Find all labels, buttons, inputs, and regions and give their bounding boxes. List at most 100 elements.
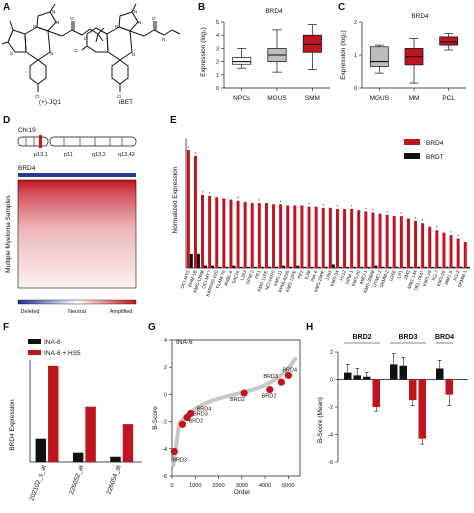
bar-brd4	[307, 206, 311, 268]
x-tick-label: MGUS	[370, 95, 390, 102]
bar-ina6	[35, 438, 47, 462]
y-tick-label: 0	[216, 86, 219, 92]
x-tick-label: 226052_at	[68, 464, 85, 495]
bar-brd4	[357, 210, 361, 268]
bar-brdt	[253, 266, 257, 268]
gene-track	[18, 173, 136, 177]
x-tick-label: JJN3	[324, 269, 332, 281]
group-label: BRD3	[398, 334, 417, 341]
bar-brdt	[409, 266, 413, 268]
bar-brd4	[442, 232, 446, 268]
svg-text:N: N	[56, 20, 59, 25]
bar-brdt	[260, 266, 264, 268]
panel-g-title: INA-6	[176, 339, 193, 346]
panel-f-barchart: 202102_s_at 226052_at 226054_at	[28, 360, 142, 502]
bar-brdt	[289, 266, 293, 268]
significance-star: *	[209, 191, 211, 196]
bar-brdt	[317, 266, 321, 268]
x-tick-label: MM1-S	[444, 270, 454, 286]
bar-brdt	[346, 266, 350, 268]
bar-brd4	[229, 199, 233, 268]
bar-brdt	[431, 266, 435, 268]
copy-number-legend-bar	[17, 299, 137, 305]
svg-text:N: N	[138, 20, 141, 25]
bar-brdt	[239, 266, 243, 268]
hit-label: BRD3	[263, 374, 278, 380]
x-tick-label: SKMM-1	[457, 269, 468, 288]
svg-text:N: N	[132, 52, 135, 57]
x-tick-label: SKMM-2	[379, 269, 390, 288]
x-tick-label: 4000	[259, 483, 271, 489]
svg-text:N: N	[52, 9, 55, 14]
legend-text-ina6: INA-6	[44, 339, 61, 346]
y-tick-label: 2	[330, 350, 333, 356]
chromosome-ideogram	[17, 135, 137, 148]
bar-brd4	[399, 216, 403, 268]
bar-ina6-hs5	[85, 406, 96, 462]
bar-brd4	[257, 203, 261, 268]
jq1-structure	[1, 3, 105, 92]
bar	[445, 379, 453, 395]
bar-brdt	[189, 253, 193, 268]
x-tick-label: XG-2	[452, 269, 461, 281]
bar-brdt	[196, 253, 200, 268]
panel-e-legend: BRD4 BRDT	[404, 139, 444, 161]
significance-star: *	[351, 204, 353, 209]
svg-text:Cl: Cl	[117, 94, 121, 99]
x-tick-label: SMM	[305, 95, 320, 102]
x-tick-label: AMO-1	[359, 269, 369, 285]
bar-brd4	[449, 234, 453, 268]
svg-text:N: N	[33, 24, 36, 29]
bar-brdt	[452, 266, 456, 268]
box	[302, 34, 322, 53]
bar	[418, 379, 426, 439]
y-tick-label: -4	[328, 433, 333, 439]
panel-c-title: BRD4	[411, 13, 429, 20]
panel-b-ylabel: Expression (log₂)	[200, 27, 207, 77]
bar-brdt	[374, 265, 378, 268]
bar-brdt	[353, 266, 357, 268]
bar	[353, 375, 361, 380]
bar	[363, 376, 371, 380]
hit-label: BRD2	[188, 418, 203, 424]
bar-brdt	[438, 266, 442, 268]
x-tick-label: 2000	[212, 483, 224, 489]
legend-text-brd4: BRD4	[426, 140, 444, 147]
hit-point	[240, 389, 248, 397]
x-tick-label: OCI-MY5	[180, 269, 191, 289]
panel-c-ylabel: Expression (log₂)	[340, 30, 347, 80]
significance-star: *	[450, 230, 452, 235]
x-tick-label: KMS-11	[273, 269, 283, 286]
significance-star: *	[372, 208, 374, 213]
legend-neutral: Neutral	[68, 309, 86, 315]
y-tick-label: 0	[354, 86, 357, 92]
bar-brdt	[232, 265, 236, 268]
bar-brd4	[378, 213, 382, 268]
x-tick-label: 1000	[189, 483, 201, 489]
bar-brd4	[435, 230, 439, 268]
y-tick-label: 2	[216, 60, 219, 66]
bar-ina6-hs5	[48, 365, 59, 462]
bar	[436, 368, 444, 380]
y-tick-label: 4	[216, 33, 219, 39]
box	[369, 46, 389, 67]
bar-ina6	[72, 452, 84, 462]
x-tick-label: KMS-26	[436, 269, 447, 287]
significance-star: *	[280, 199, 282, 204]
bar-brdt	[360, 266, 364, 268]
bar-brdt	[211, 265, 215, 268]
bar-brdt	[310, 266, 314, 268]
bar-brdt	[417, 266, 421, 268]
x-tick-label: KMS-34	[329, 269, 340, 287]
significance-star: *	[457, 234, 459, 239]
bar-brdt	[381, 266, 385, 268]
chromosome-label: Chr19	[18, 127, 36, 134]
svg-text:O: O	[70, 16, 74, 21]
x-tick-label: JIM3	[403, 269, 411, 280]
hit-label: BRD4	[197, 406, 212, 412]
bar-brdt	[204, 265, 208, 268]
significance-star: *	[237, 196, 239, 201]
panel-c-letter: C	[338, 2, 345, 13]
jq1-label: (+)-JQ1	[39, 99, 62, 106]
